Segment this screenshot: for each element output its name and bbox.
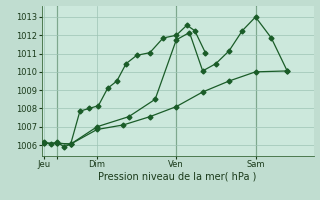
X-axis label: Pression niveau de la mer( hPa ): Pression niveau de la mer( hPa ) (99, 172, 257, 182)
